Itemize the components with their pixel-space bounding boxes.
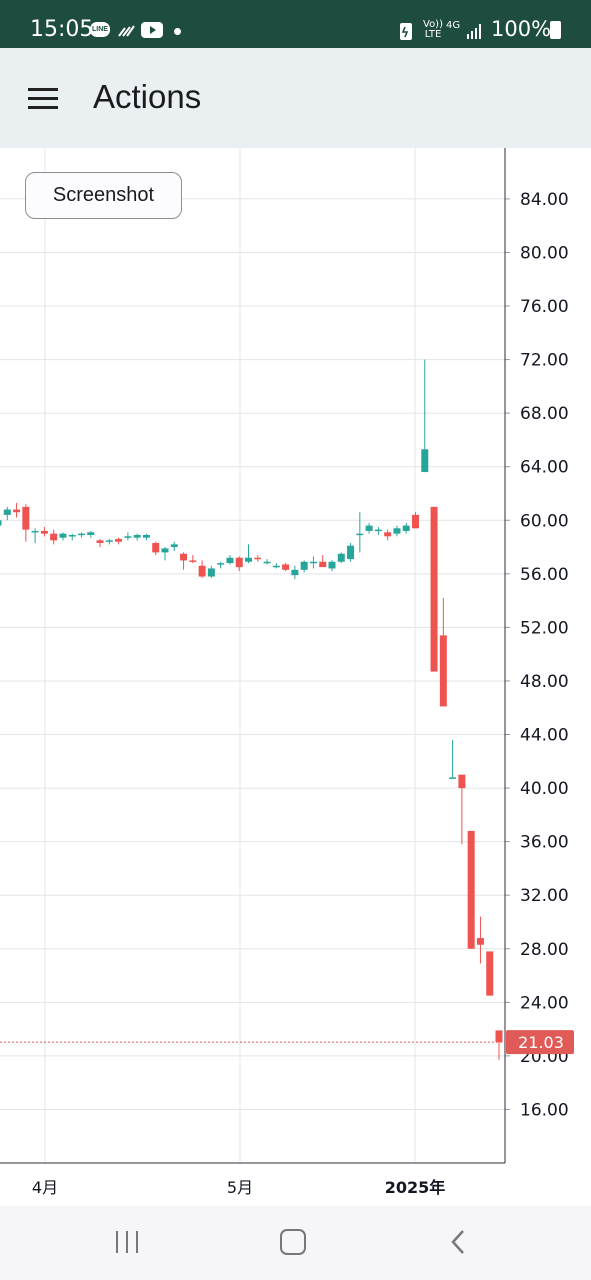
- candle-body: [124, 536, 132, 538]
- cast-icon: [118, 25, 135, 37]
- candle-body: [412, 514, 419, 529]
- candle-body: [263, 561, 271, 564]
- x-tick-label: 5月: [227, 1178, 253, 1197]
- candle-body: [439, 635, 447, 707]
- candle-body: [226, 557, 234, 564]
- candle-body: [449, 777, 457, 779]
- candle-body: [328, 561, 336, 569]
- candle-body: [3, 509, 11, 515]
- candle-body: [207, 568, 215, 577]
- candle-body: [347, 545, 355, 560]
- y-tick-label: 76.00: [520, 297, 569, 317]
- status-bar: 15:05 LINE Vo)) LTE 4G 100%: [0, 0, 591, 48]
- candle-body: [22, 506, 30, 530]
- candle-body: [282, 564, 290, 570]
- candle-body: [300, 561, 308, 570]
- candle-body: [170, 544, 178, 548]
- notification-dot-icon: [174, 28, 181, 35]
- battery-saver-icon: [400, 23, 412, 40]
- battery-icon: [550, 21, 561, 39]
- x-tick-label: 2025年: [385, 1178, 446, 1197]
- screenshot-button[interactable]: Screenshot: [25, 172, 182, 219]
- candle-body: [198, 565, 206, 577]
- candle-body: [115, 539, 123, 542]
- candle-body: [13, 509, 21, 513]
- candlestick-chart[interactable]: 84.00 80.00 76.00 72.00 68.00 64.00 60.00 56.00…: [0, 148, 591, 1206]
- y-tick-label: 36.00: [520, 833, 569, 853]
- candle-body: [189, 560, 197, 562]
- candle-body: [495, 1030, 503, 1043]
- page-title: Actions: [93, 78, 202, 115]
- candle-body: [319, 561, 327, 568]
- status-time: 15:05: [30, 17, 94, 42]
- hamburger-menu-icon[interactable]: [28, 88, 58, 112]
- candle-body: [467, 830, 475, 949]
- y-tick-label: 56.00: [520, 565, 569, 585]
- candle-body: [217, 563, 225, 565]
- line-app-icon: LINE: [90, 22, 110, 37]
- navigation-bar: [0, 1206, 591, 1280]
- candle-body: [133, 534, 141, 538]
- candle-body: [245, 557, 252, 562]
- recent-apps-icon[interactable]: [114, 1231, 140, 1253]
- volte-icon: Vo)) LTE: [423, 19, 443, 40]
- candle-body: [105, 540, 113, 542]
- y-tick-label: 80.00: [520, 243, 569, 263]
- y-tick-label: 64.00: [520, 458, 569, 478]
- y-tick-label: 84.00: [520, 190, 569, 210]
- y-tick-label: 44.00: [520, 726, 569, 746]
- y-tick-label: 48.00: [520, 672, 569, 692]
- last-price-label: 21.03: [518, 1033, 564, 1052]
- candle-body: [476, 938, 484, 945]
- candle-body: [430, 506, 438, 672]
- network-4g-icon: 4G: [446, 20, 461, 31]
- candle-body: [421, 449, 429, 473]
- battery-percent: 100%: [491, 17, 552, 41]
- y-tick-label: 16.00: [520, 1100, 569, 1120]
- candle-body: [402, 525, 410, 531]
- home-icon[interactable]: [280, 1229, 306, 1255]
- candle-body: [235, 557, 243, 568]
- candle-body: [486, 951, 494, 996]
- y-tick-label: 72.00: [520, 351, 569, 371]
- candle-body: [142, 534, 150, 538]
- x-tick-label: 4月: [32, 1178, 58, 1197]
- signal-icon: [467, 24, 481, 39]
- candle-body: [68, 534, 76, 537]
- app-bar: [0, 48, 591, 148]
- candle-body: [40, 530, 48, 534]
- candle-body: [337, 553, 345, 562]
- back-icon[interactable]: [450, 1230, 466, 1254]
- y-tick-label: 24.00: [520, 993, 569, 1013]
- candle-body: [87, 532, 95, 535]
- candle-body: [78, 533, 85, 536]
- candle-body: [393, 528, 401, 534]
- candle-body: [152, 543, 160, 553]
- y-tick-label: 32.00: [520, 886, 569, 906]
- candle-body: [31, 530, 39, 533]
- candle-body: [384, 532, 392, 537]
- candle-body: [291, 569, 299, 576]
- candle-body: [96, 540, 104, 544]
- candle-body: [272, 565, 280, 568]
- candle-body: [458, 774, 466, 789]
- last-price-badge: [506, 1030, 574, 1055]
- candle-body: [254, 557, 262, 560]
- youtube-icon: [141, 22, 163, 38]
- candle-body: [309, 561, 317, 564]
- candle-body: [180, 553, 188, 561]
- candle-body: [374, 529, 382, 532]
- chart-area[interactable]: 84.00 80.00 76.00 72.00 68.00 64.00 60.00 56.00…: [0, 148, 591, 1206]
- y-tick-label: 28.00: [520, 940, 569, 960]
- candle-body: [59, 533, 67, 538]
- candle-body: [161, 548, 169, 553]
- y-tick-label: 52.00: [520, 618, 569, 638]
- candle-body: [365, 525, 373, 531]
- candle-body: [356, 533, 364, 536]
- candle-body: [50, 533, 58, 541]
- candle-body: [0, 520, 2, 526]
- y-tick-label: 40.00: [520, 779, 569, 799]
- y-tick-label: 68.00: [520, 404, 569, 424]
- y-tick-label: 60.00: [520, 511, 569, 531]
